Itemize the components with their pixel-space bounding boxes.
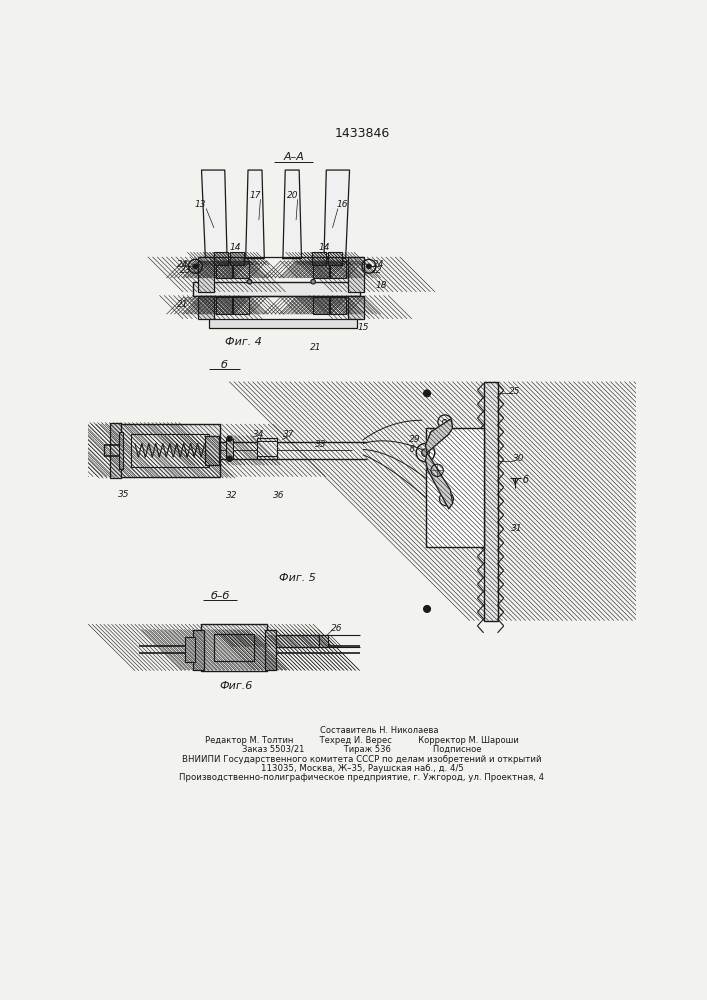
Text: б: б [221, 360, 228, 370]
Bar [265, 630, 276, 670]
Text: 17: 17 [250, 191, 262, 200]
Bar [276, 635, 319, 647]
Circle shape [423, 390, 431, 397]
Bar [484, 382, 498, 620]
Bar [319, 635, 328, 647]
Bar [201, 624, 267, 671]
Text: Составитель Н. Николаева: Составитель Н. Николаева [320, 726, 438, 735]
Text: 35: 35 [118, 490, 130, 499]
Text: 24: 24 [373, 260, 385, 269]
Text: Редактор М. Толтин          Техред И. Верес          Корректор М. Шароши: Редактор М. Толтин Техред И. Верес Корре… [205, 736, 519, 745]
Bar [233, 297, 249, 314]
Bar [216, 297, 232, 314]
Circle shape [311, 279, 315, 284]
Text: 21: 21 [177, 300, 189, 309]
Text: 34: 34 [253, 430, 264, 439]
Bar [214, 252, 228, 265]
Polygon shape [324, 170, 349, 259]
Text: 20: 20 [287, 191, 299, 200]
Text: 31: 31 [511, 524, 522, 533]
Text: ВНИИПИ Государственного комитета СССР по делам изобретений и открытий: ВНИИПИ Государственного комитета СССР по… [182, 755, 542, 764]
Bar [348, 296, 363, 319]
Bar [214, 634, 255, 661]
Bar [199, 296, 214, 319]
Bar [226, 439, 233, 458]
Bar [348, 257, 363, 292]
Bar [209, 319, 357, 328]
Bar [312, 252, 327, 265]
Bar [204, 436, 218, 465]
Bar [233, 261, 249, 278]
Text: 36: 36 [274, 491, 285, 500]
Text: А–А: А–А [284, 152, 304, 162]
Text: 37: 37 [283, 430, 294, 439]
Bar [193, 630, 204, 670]
Text: 30: 30 [513, 454, 525, 463]
Text: 26: 26 [331, 624, 342, 633]
Bar [216, 261, 232, 278]
Bar [230, 252, 244, 265]
Text: 15: 15 [358, 323, 369, 332]
Text: 23: 23 [180, 266, 191, 275]
Bar [257, 441, 276, 456]
Text: 14: 14 [230, 243, 241, 252]
Text: 33: 33 [315, 440, 327, 449]
Circle shape [227, 456, 232, 461]
Circle shape [247, 279, 252, 284]
Bar [257, 438, 276, 459]
Text: 24: 24 [177, 260, 189, 269]
Text: б–б: б–б [211, 591, 230, 601]
Text: 1433846: 1433846 [334, 127, 390, 140]
Bar [193, 282, 360, 296]
Bar [330, 261, 346, 278]
Text: Заказ 5503/21               Тираж 536                Подписное: Заказ 5503/21 Тираж 536 Подписное [243, 745, 481, 754]
Polygon shape [283, 170, 301, 259]
Text: Фиг.6: Фиг.6 [219, 681, 252, 691]
Bar [185, 637, 194, 662]
Circle shape [367, 264, 371, 269]
Circle shape [227, 436, 232, 441]
Bar [119, 424, 220, 477]
Text: 21: 21 [310, 343, 321, 352]
Bar [199, 257, 214, 292]
Circle shape [421, 449, 429, 456]
Polygon shape [201, 170, 227, 259]
Polygon shape [426, 419, 452, 453]
Bar [426, 428, 484, 547]
Bar [313, 297, 329, 314]
Bar [131, 434, 209, 467]
Bar [110, 423, 121, 478]
Text: 29: 29 [409, 435, 421, 444]
Bar [214, 634, 255, 661]
Text: 18: 18 [375, 281, 387, 290]
Text: б: б [410, 445, 415, 454]
Text: 32: 32 [226, 491, 238, 500]
Text: 113035, Москва, Ж–35, Раушская наб., д. 4/5: 113035, Москва, Ж–35, Раушская наб., д. … [260, 764, 463, 773]
Circle shape [193, 264, 198, 269]
Circle shape [423, 605, 431, 612]
Text: Фиг. 4: Фиг. 4 [225, 337, 262, 347]
Text: Фиг. 5: Фиг. 5 [279, 573, 316, 583]
Text: 14: 14 [319, 243, 330, 252]
Text: 16: 16 [337, 200, 349, 209]
Text: 25: 25 [509, 387, 520, 396]
Text: Производственно-полиграфическое предприятие, г. Ужгород, ул. Проектная, 4: Производственно-полиграфическое предприя… [180, 773, 544, 782]
Polygon shape [246, 170, 264, 259]
Bar [313, 261, 329, 278]
Bar [119, 432, 123, 469]
Bar [330, 297, 346, 314]
Bar [328, 252, 341, 265]
Text: 13: 13 [195, 200, 206, 209]
Text: 22: 22 [371, 266, 382, 275]
Text: б: б [522, 475, 528, 485]
Polygon shape [426, 453, 452, 509]
